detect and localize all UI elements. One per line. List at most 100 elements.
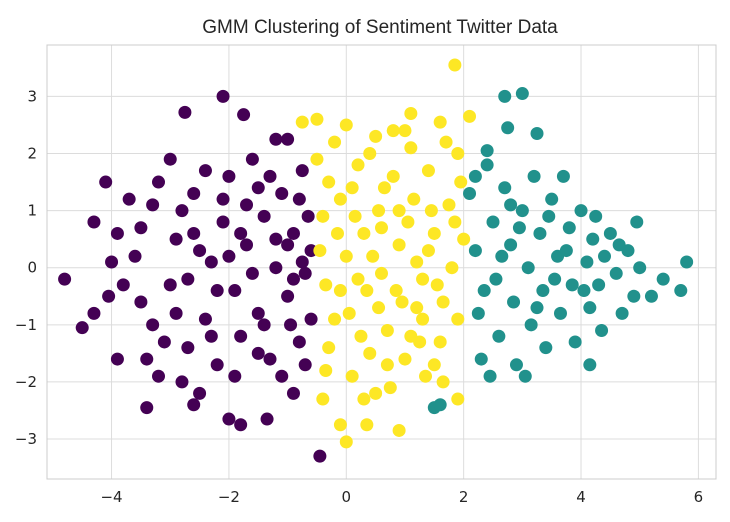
cluster-2-point	[495, 249, 509, 263]
cluster-0-point	[251, 181, 265, 195]
cluster-1-point	[454, 175, 468, 189]
cluster-1-point	[375, 266, 388, 280]
cluster-1-point	[383, 381, 397, 395]
x-tick-label: −2	[218, 488, 240, 506]
cluster-1-point	[427, 358, 441, 372]
cluster-0-point	[304, 312, 318, 326]
cluster-1-point	[351, 272, 365, 286]
cluster-2-point	[680, 255, 694, 269]
cluster-0-point	[286, 272, 300, 286]
cluster-0-point	[281, 132, 295, 146]
cluster-0-point	[178, 105, 192, 119]
cluster-0-point	[110, 352, 124, 366]
cluster-2-point	[612, 238, 626, 252]
cluster-0-point	[210, 358, 224, 372]
cluster-2-point	[480, 144, 494, 158]
cluster-1-point	[433, 335, 447, 349]
cluster-2-point	[615, 306, 629, 320]
cluster-2-point	[565, 278, 579, 292]
x-tick-label: 4	[576, 488, 586, 506]
cluster-0-point	[228, 284, 242, 298]
cluster-1-point	[372, 204, 386, 218]
cluster-0-point	[140, 352, 154, 366]
cluster-2-point	[577, 284, 591, 298]
cluster-0-point	[301, 209, 315, 223]
cluster-1-point	[357, 392, 371, 406]
cluster-1-point	[451, 392, 465, 406]
cluster-2-point	[548, 272, 562, 286]
cluster-0-point	[181, 341, 195, 355]
cluster-0-point	[313, 449, 327, 463]
data-points	[58, 58, 694, 463]
cluster-2-point	[592, 278, 606, 292]
cluster-0-point	[216, 192, 230, 206]
cluster-1-point	[330, 226, 344, 240]
cluster-1-point	[310, 152, 324, 166]
cluster-2-point	[468, 244, 482, 258]
cluster-1-point	[448, 58, 462, 72]
cluster-2-point	[489, 272, 503, 286]
cluster-2-point	[501, 121, 515, 135]
cluster-2-point	[542, 209, 556, 223]
cluster-0-point	[281, 238, 295, 252]
cluster-2-point	[539, 341, 553, 355]
cluster-1-point	[410, 301, 424, 315]
cluster-1-point	[342, 306, 356, 320]
cluster-0-point	[198, 164, 212, 178]
cluster-2-point	[498, 89, 512, 103]
cluster-1-point	[322, 175, 336, 189]
cluster-0-point	[216, 89, 230, 103]
cluster-1-point	[410, 255, 424, 269]
cluster-1-point	[333, 192, 347, 206]
cluster-2-point	[595, 324, 609, 338]
cluster-2-point	[627, 289, 641, 303]
cluster-0-point	[204, 255, 218, 269]
cluster-2-point	[504, 238, 518, 252]
cluster-1-point	[427, 226, 441, 240]
cluster-2-point	[509, 358, 523, 372]
cluster-1-point	[316, 392, 330, 406]
cluster-0-point	[298, 266, 312, 280]
cluster-0-point	[187, 186, 201, 200]
plot-frame	[46, 44, 717, 480]
cluster-2-point	[545, 192, 559, 206]
cluster-0-point	[269, 261, 283, 275]
cluster-1-point	[424, 204, 438, 218]
cluster-0-point	[292, 335, 306, 349]
cluster-1-point	[363, 346, 377, 360]
cluster-0-point	[263, 169, 277, 183]
cluster-0-point	[260, 412, 274, 426]
cluster-0-point	[157, 335, 171, 349]
cluster-2-point	[515, 87, 529, 101]
cluster-1-point	[366, 249, 380, 263]
cluster-0-point	[146, 318, 160, 332]
cluster-0-point	[228, 369, 242, 383]
cluster-1-point	[319, 278, 333, 292]
cluster-0-point	[75, 321, 89, 335]
cluster-0-points	[58, 89, 327, 463]
cluster-1-point	[351, 158, 365, 172]
cluster-2-point	[586, 232, 600, 246]
cluster-2-point	[583, 301, 597, 315]
cluster-0-point	[284, 318, 298, 332]
cluster-1-point	[295, 115, 309, 129]
cluster-1-point	[348, 209, 362, 223]
cluster-1-point	[357, 226, 371, 240]
cluster-0-point	[187, 226, 201, 240]
cluster-0-point	[275, 369, 289, 383]
x-tick-label: 0	[342, 488, 352, 506]
cluster-0-point	[169, 232, 183, 246]
cluster-0-point	[152, 369, 165, 383]
cluster-1-point	[407, 192, 421, 206]
cluster-0-point	[216, 215, 230, 229]
cluster-1-point	[430, 278, 444, 292]
cluster-0-point	[181, 272, 195, 286]
y-tick-label: 3	[27, 87, 37, 105]
cluster-1-point	[386, 124, 400, 138]
cluster-1-point	[392, 204, 406, 218]
cluster-2-points	[427, 87, 694, 415]
cluster-1-point	[339, 118, 353, 132]
cluster-1-point	[377, 181, 391, 195]
cluster-0-point	[140, 401, 154, 415]
cluster-0-point	[102, 289, 116, 303]
